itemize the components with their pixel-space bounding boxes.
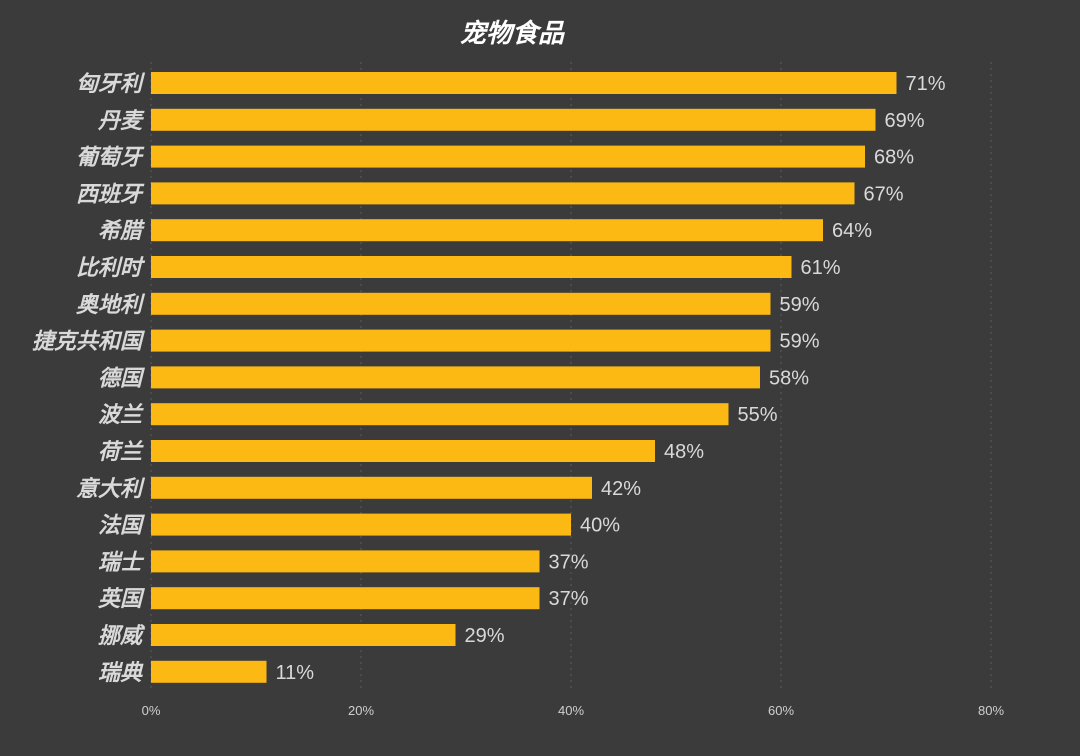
category-label: 法国 <box>98 514 145 539</box>
value-label: 37% <box>549 551 589 573</box>
value-label: 11% <box>276 662 315 684</box>
bar <box>151 587 540 610</box>
x-tick-label: 20% <box>348 703 374 718</box>
bar <box>151 366 760 389</box>
value-label: 68% <box>874 147 914 169</box>
x-axis-ticks: 0% 20% 40% 60% 80% <box>142 703 1005 718</box>
value-label: 29% <box>465 625 505 647</box>
bar <box>151 440 655 462</box>
category-label: 比利时 <box>76 256 146 281</box>
value-label: 55% <box>738 404 778 426</box>
bar <box>151 292 771 315</box>
value-label: 71% <box>906 73 946 95</box>
x-tick-label: 80% <box>978 703 1004 718</box>
x-tick-label: 40% <box>558 703 584 718</box>
bar <box>151 513 571 536</box>
bar <box>151 219 823 242</box>
x-tick-label: 60% <box>768 703 794 718</box>
bar <box>151 182 855 205</box>
category-label: 希腊 <box>98 218 145 244</box>
x-tick-label: 0% <box>142 703 161 718</box>
category-label: 葡萄牙 <box>76 146 145 171</box>
value-label: 42% <box>601 478 641 500</box>
bar <box>151 403 729 426</box>
value-labels: 71% 69% 68% 67% 64% 61% 59% 59% 58% 55% 48% 42% 40% 3… <box>276 73 946 684</box>
category-label: 匈牙利 <box>76 72 146 97</box>
bar <box>151 624 456 646</box>
category-label: 瑞士 <box>98 550 145 575</box>
category-label: 西班牙 <box>76 182 145 207</box>
value-label: 69% <box>885 110 925 132</box>
value-label: 59% <box>780 331 820 353</box>
bar <box>151 329 771 352</box>
bar <box>151 72 897 94</box>
bar <box>151 476 592 499</box>
category-label: 英国 <box>98 587 145 612</box>
value-label: 64% <box>832 220 872 242</box>
value-label: 59% <box>780 294 820 316</box>
category-label: 荷兰 <box>98 440 144 465</box>
category-label: 捷克共和国 <box>32 330 145 355</box>
chart-title: 宠物食品 <box>460 19 565 49</box>
category-label: 丹麦 <box>97 109 145 134</box>
bar <box>151 145 865 168</box>
bar <box>151 660 267 683</box>
category-label: 德国 <box>98 366 145 391</box>
value-label: 67% <box>864 183 904 205</box>
bars <box>151 72 897 683</box>
value-label: 37% <box>549 588 589 610</box>
value-label: 58% <box>769 367 809 389</box>
category-label: 奥地利 <box>76 293 146 318</box>
category-label: 意大利 <box>76 476 146 502</box>
category-label: 波兰 <box>98 403 144 428</box>
bar <box>151 256 792 278</box>
bar <box>151 550 540 573</box>
value-label: 48% <box>664 441 704 463</box>
category-label: 瑞典 <box>98 661 144 686</box>
value-label: 40% <box>580 515 620 537</box>
value-label: 61% <box>801 257 841 279</box>
bar <box>151 108 876 131</box>
category-label: 挪威 <box>98 624 146 649</box>
category-labels: 匈牙利丹麦葡萄牙西班牙希腊比利时奥地利捷克共和国德国波兰荷兰意大利法国瑞士英国挪… <box>32 72 146 686</box>
